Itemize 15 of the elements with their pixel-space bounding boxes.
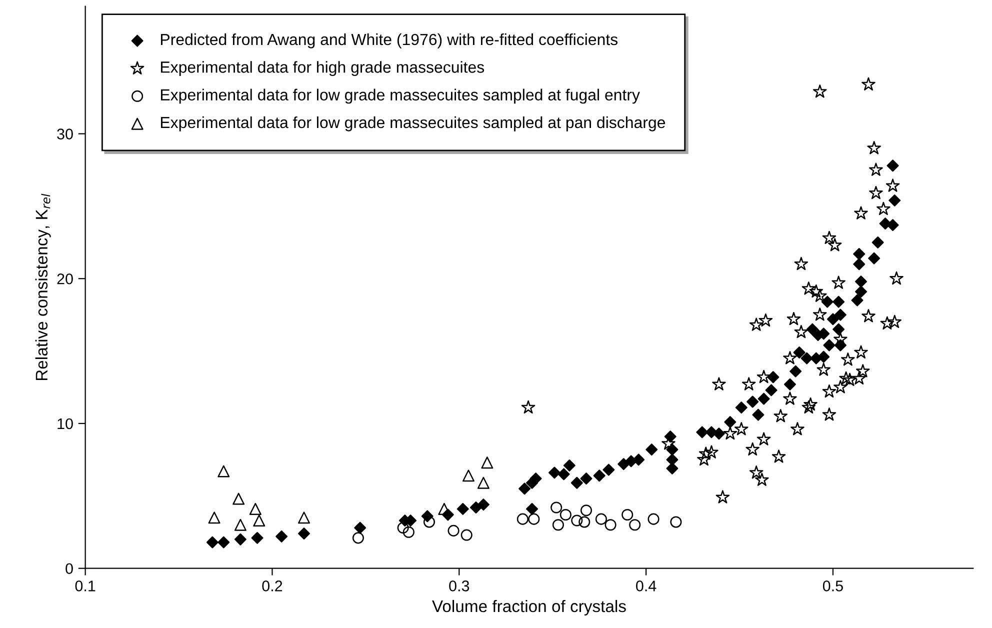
y-tick-label: 0 bbox=[66, 563, 73, 574]
legend-label: Experimental data for low grade massecuites sampled at pan discharge bbox=[160, 116, 666, 132]
x-axis-title: Volume fraction of crystals bbox=[432, 600, 626, 616]
legend-label: Predicted from Awang and White (1976) with re-fitted coefficients bbox=[160, 33, 618, 48]
x-tick-label: 0.1 bbox=[75, 580, 96, 592]
x-tick-label: 0.3 bbox=[449, 580, 470, 592]
x-tick-label: 0.2 bbox=[262, 580, 282, 592]
y-axis-title: Relative consistency, K$_{rel}$ bbox=[35, 194, 51, 380]
y-tick-label: 30 bbox=[57, 128, 73, 140]
x-tick-label: 0.4 bbox=[636, 580, 656, 592]
y-tick-label: 20 bbox=[57, 273, 73, 284]
x-tick-label: 0.5 bbox=[822, 580, 843, 592]
legend-label: Experimental data for low grade massecuites sampled at fugal entry bbox=[160, 88, 640, 104]
y-tick-label: 10 bbox=[58, 418, 73, 430]
legend-label: Experimental data for high grade massecuites bbox=[160, 61, 484, 76]
